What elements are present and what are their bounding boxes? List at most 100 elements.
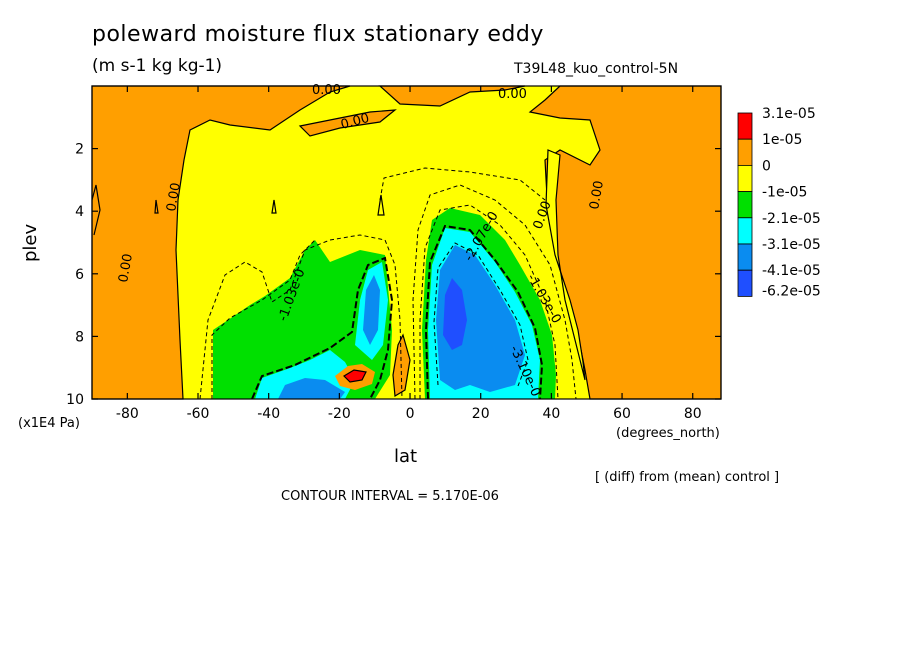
fill-blue-south <box>278 378 345 399</box>
x-axis-label: lat <box>394 446 418 467</box>
contour-label-bg <box>460 197 508 266</box>
footnote: [ (diff) from (mean) control ] <box>595 470 780 485</box>
x-tick-label: 60 <box>613 406 631 422</box>
legend-label: 3.1e-05 <box>762 106 816 122</box>
x-tick-label: -20 <box>328 406 351 422</box>
fill-orange-top2 <box>298 109 397 137</box>
fill-darkblue-north <box>443 278 467 350</box>
x-tick-label: -60 <box>187 406 210 422</box>
y-axis: 2 4 6 8 10 <box>66 142 721 408</box>
contour-label-group: -1.03e-0 <box>523 270 571 339</box>
contour-solid <box>271 199 277 214</box>
legend-label: -1e-05 <box>762 185 807 201</box>
experiment-name: T39L48_kuo_control-5N <box>514 61 679 77</box>
fill-blue-south2 <box>363 275 380 345</box>
y-tick-label: 10 <box>66 392 84 408</box>
y-tick-label: 4 <box>75 204 84 220</box>
contour-labels: 0.00 0.00 0.00 0.00 0.00 0.00 0.00 -1.03e-0 -2.0… <box>116 83 607 412</box>
contour-label-bg <box>310 83 348 97</box>
contour-label-group: 0.00 <box>339 111 371 133</box>
contour-label: 0.00 <box>339 111 371 133</box>
contour-label-bg <box>530 193 556 233</box>
x-tick-label: -40 <box>257 406 280 422</box>
contour-label: -1.03e-0 <box>276 267 309 323</box>
fill-green-south <box>213 240 392 399</box>
contour-label: 0.00 <box>116 253 136 284</box>
contour-label-group: -2.07e-0 <box>460 197 508 266</box>
legend-label: -4.1e-05 <box>762 263 821 279</box>
contour-label: 0.00 <box>531 199 555 231</box>
contour-label-bg <box>164 175 184 214</box>
x-axis-unit: (degrees_north) <box>616 426 720 441</box>
contour-label-group: -3.10e-0 <box>506 342 549 412</box>
y-tick-label: 8 <box>75 329 84 345</box>
contour-dashed <box>419 204 559 400</box>
legend-label: -2.1e-05 <box>762 211 821 227</box>
fill-orange-top <box>378 85 526 107</box>
contour-dashed <box>433 242 529 387</box>
fill-peak-orange <box>335 364 375 390</box>
contour-dashed <box>211 239 316 399</box>
contour-label: 0.00 <box>587 180 607 211</box>
contour-label-group: 0.00 <box>587 180 607 211</box>
fill-peak-red <box>343 369 367 383</box>
fill-yellow-strip <box>545 149 586 381</box>
fill-cyan-north <box>428 228 540 399</box>
contour-label-bg <box>523 270 571 339</box>
contour-dashed <box>379 167 546 201</box>
contour-label: -2.07e-0 <box>461 209 501 264</box>
fill-blue-north <box>436 245 525 392</box>
colorbar-legend: 3.1e-05 1e-05 0 -1e-05 -2.1e-05 -3.1e-05 -4.1e… <box>737 106 821 299</box>
y-axis-label: plev <box>20 223 41 262</box>
contour-label: -1.03e-0 <box>524 272 564 327</box>
chart-title: poleward moisture flux stationary eddy <box>92 22 544 47</box>
legend-label: 1e-05 <box>762 132 802 148</box>
contour-label: 0.00 <box>312 83 341 98</box>
fill-orange-south <box>91 85 351 400</box>
contour-solid <box>154 199 159 214</box>
y-tick-label: 6 <box>75 267 84 283</box>
fill-orange-north <box>528 85 722 400</box>
contour-solid <box>377 194 385 216</box>
contour-solid-thick <box>424 224 544 400</box>
plot-frame <box>91 85 722 400</box>
legend-label: -6.2e-05 <box>762 283 821 299</box>
legend-swatch <box>737 217 753 245</box>
contour-solid <box>91 184 101 236</box>
fill-cyan-south2 <box>355 262 388 360</box>
contour-dashed <box>199 234 403 400</box>
contour-label: 0.00 <box>164 182 184 213</box>
contour-fills <box>91 85 722 400</box>
legend-label: -3.1e-05 <box>762 237 821 253</box>
contour-label-group: 0.00 <box>530 193 556 233</box>
legend-swatch <box>737 269 753 297</box>
fill-cyan-south1 <box>255 350 355 399</box>
legend-swatch <box>737 191 753 219</box>
y-tick-label: 2 <box>75 142 84 158</box>
contour-label: -3.10e-0 <box>506 343 543 399</box>
contour-lines <box>91 167 577 400</box>
x-tick-label: 20 <box>472 406 490 422</box>
legend-swatch <box>737 112 753 140</box>
x-tick-label: 0 <box>406 406 415 422</box>
x-axis: -80 -60 -40 -20 0 20 40 60 80 <box>116 86 702 422</box>
contour-solid-thick <box>251 256 394 400</box>
legend-swatch <box>737 138 753 166</box>
contour-label-group: -1.03e-0 <box>275 253 313 325</box>
contour-label-bg <box>506 342 549 412</box>
legend-swatch <box>737 243 753 271</box>
legend-swatch <box>737 164 753 192</box>
contour-label-group: 0.00 <box>116 246 136 285</box>
plot-background <box>92 86 721 399</box>
contour-dashed <box>412 184 577 400</box>
x-tick-label: 40 <box>542 406 560 422</box>
contour-label-group: 0.00 <box>310 83 348 98</box>
contour-label-group: 0.00 <box>496 87 534 102</box>
contour-label-bg <box>275 253 313 325</box>
contour-label-group: 0.00 <box>164 175 184 214</box>
contour-label-bg <box>496 87 534 101</box>
fill-orange-eq <box>392 333 411 398</box>
contour-label-bg <box>116 246 136 285</box>
fill-green-north <box>422 208 556 399</box>
